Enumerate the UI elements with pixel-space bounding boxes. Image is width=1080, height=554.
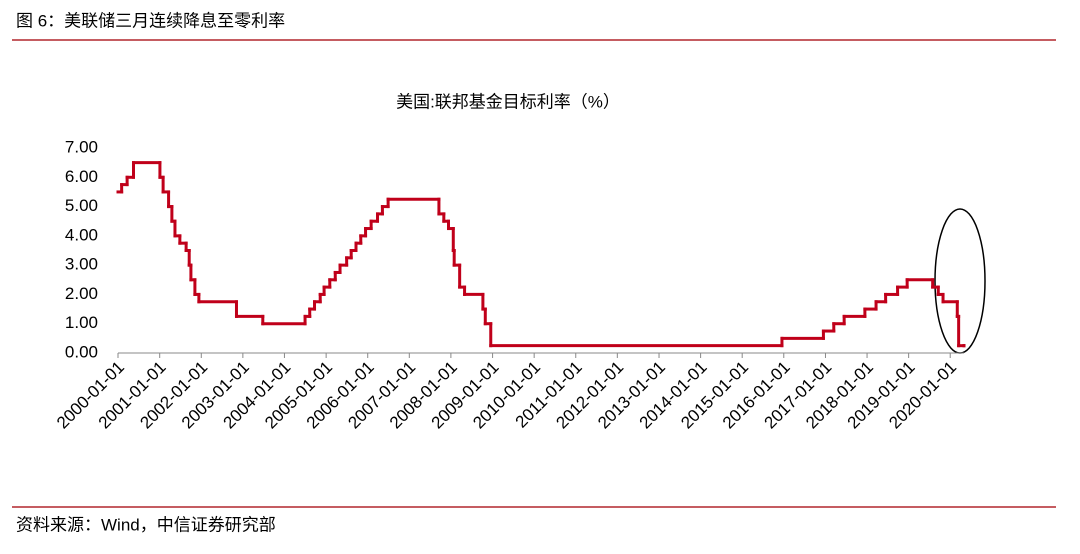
chart-title: 美国:联邦基金目标利率（%）	[396, 92, 620, 111]
y-tick-label: 5.00	[65, 196, 98, 215]
y-tick-label: 3.00	[65, 255, 98, 274]
y-tick-label: 2.00	[65, 284, 98, 303]
y-tick-label: 4.00	[65, 225, 98, 244]
y-tick-label: 6.00	[65, 167, 98, 186]
y-tick-label: 0.00	[65, 342, 98, 361]
footer-source: 资料来源：Wind，中信证券研究部	[16, 515, 276, 534]
header-title: 图 6：美联储三月连续降息至零利率	[16, 11, 285, 30]
y-tick-label: 1.00	[65, 313, 98, 332]
y-tick-label: 7.00	[65, 137, 98, 156]
